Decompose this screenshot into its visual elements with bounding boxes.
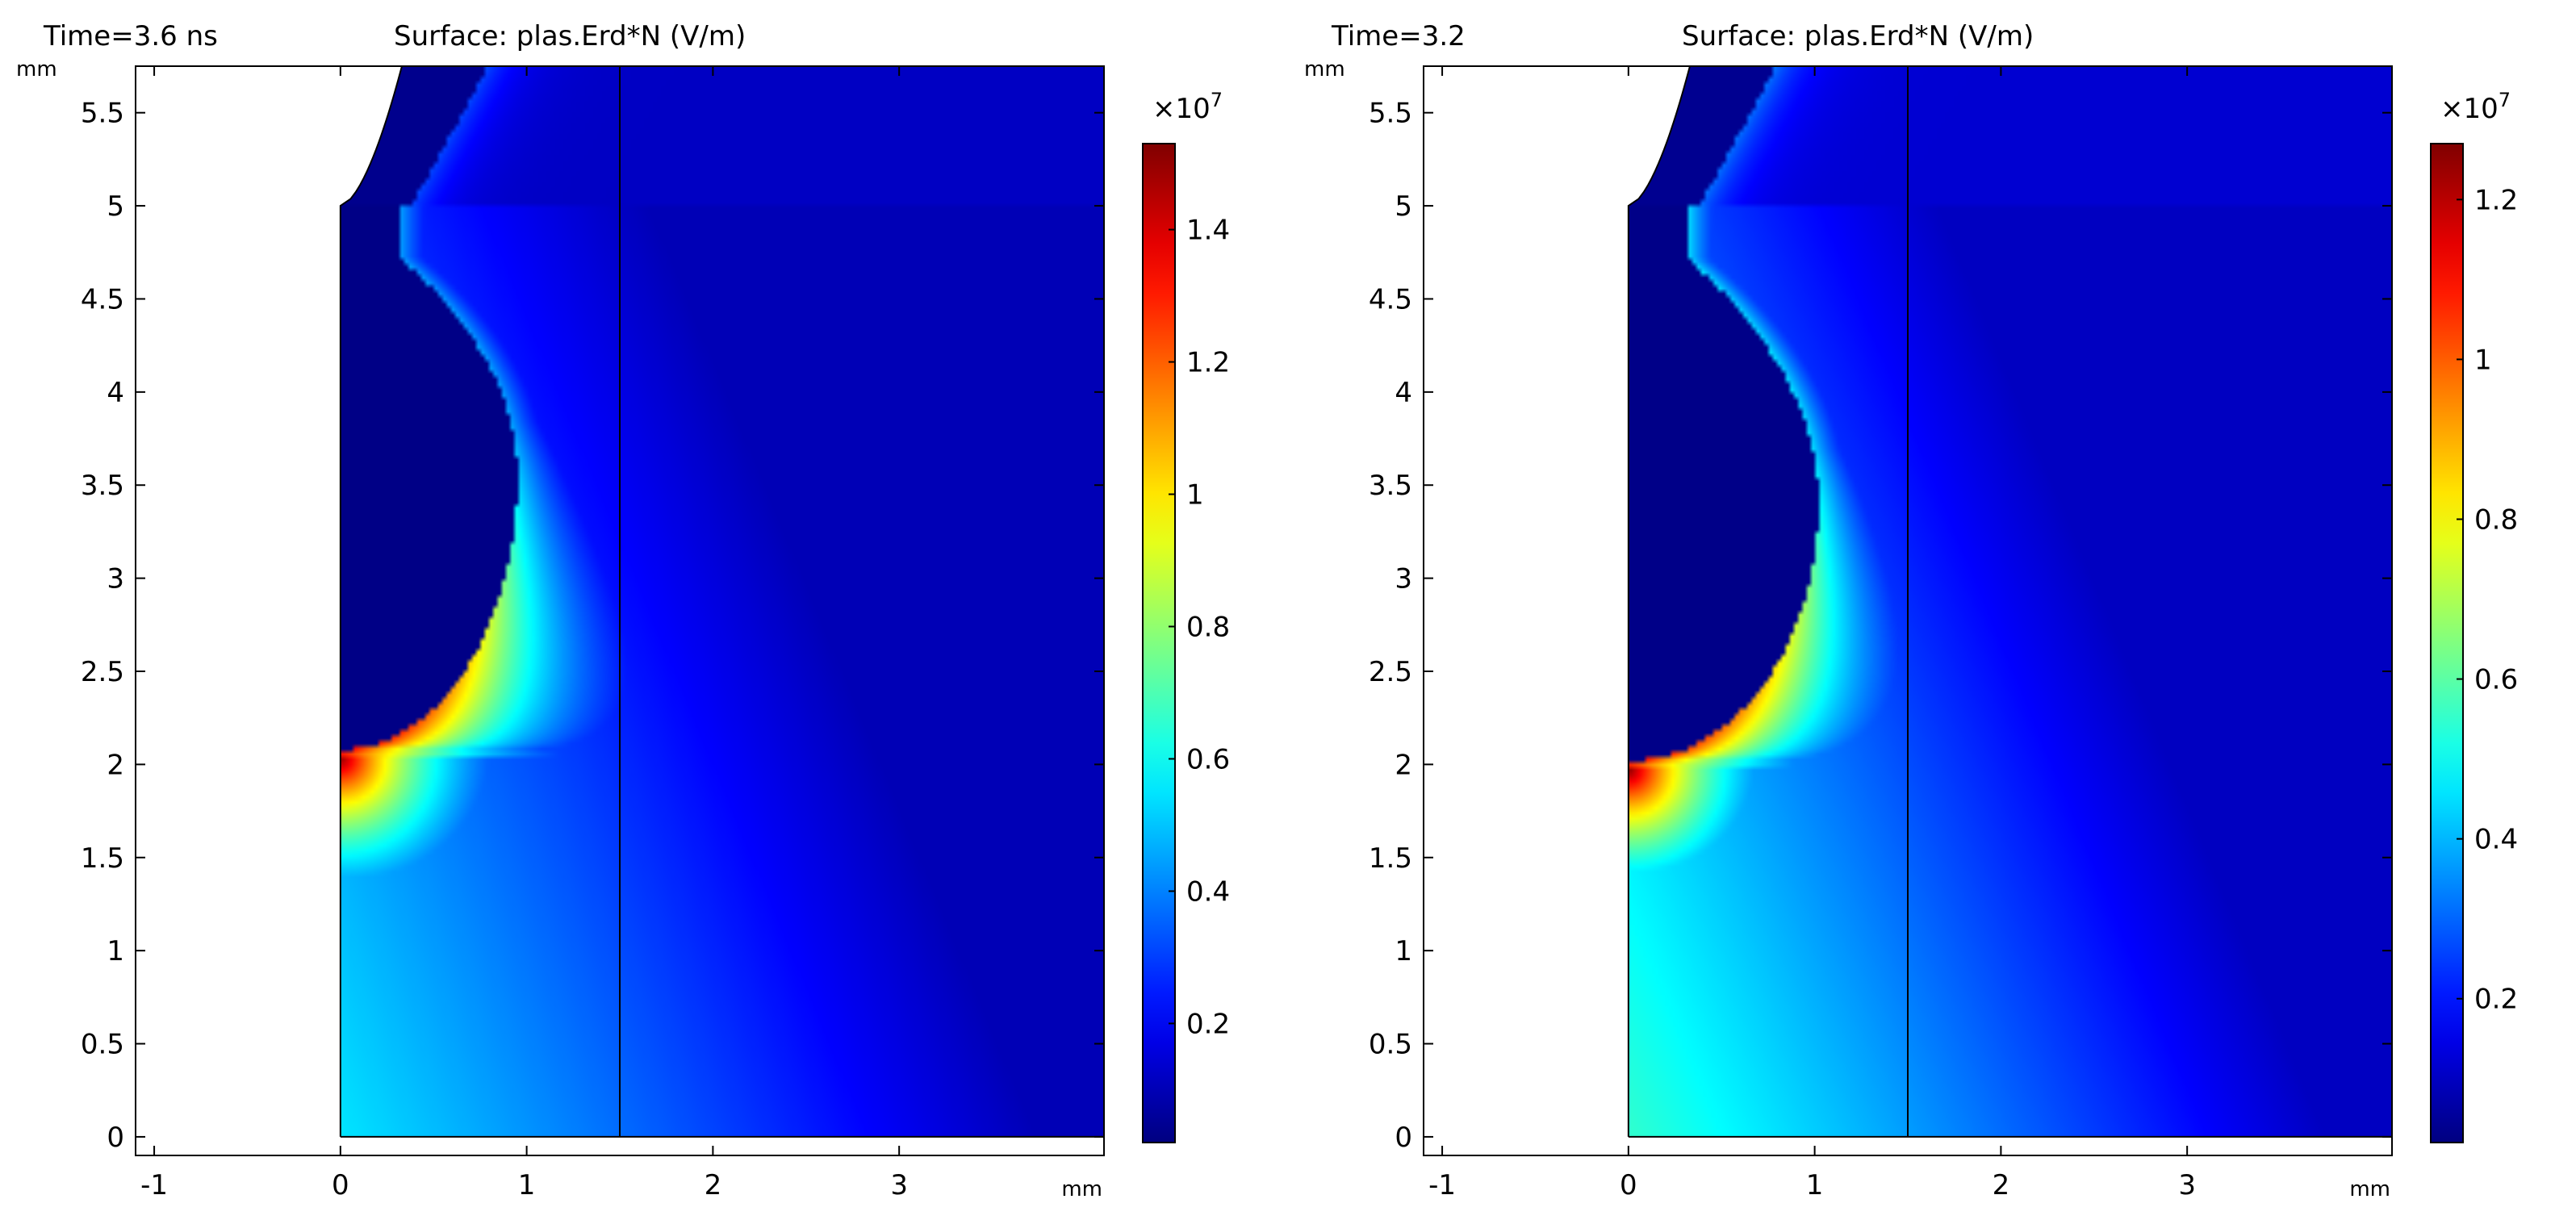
colorbar [1142,143,1176,1143]
y-tick-label: 5.5 [81,98,124,130]
y-tick-label: 5 [1395,190,1412,223]
y-tick-label: 1 [1395,935,1412,967]
y-tick-label: 3 [107,563,124,595]
plot-surface-title: Surface: plas.Erd*N (V/m) [1682,20,2034,52]
y-tick-label: 2 [1395,749,1412,781]
y-tick-label: 3.5 [1369,470,1412,502]
colorbar-tick-label: 0.4 [2474,824,2518,856]
y-tick-label: 3 [1395,563,1412,595]
colorbar-tick-label: 0.8 [2474,503,2518,536]
colorbar-tick-label: 0.4 [1186,875,1230,908]
y-tick-label: 2 [107,749,124,781]
x-tick-label: 1 [518,1169,536,1201]
y-tick-label: 2.5 [1369,656,1412,688]
colorbar-tick-label: 1 [2474,344,2492,376]
colorbar-multiplier-exponent: 7 [1211,89,1223,111]
y-tick-label: 1 [107,935,124,967]
surface-plot: Time=3.2 Surface: plas.Erd*N (V/m) mm 0 0.5 1… [1304,20,2518,1201]
plot-surface-title: Surface: plas.Erd*N (V/m) [394,20,746,52]
x-axis-unit: mm [2349,1177,2390,1201]
y-axis-unit: mm [1304,57,1345,81]
axes-frame [1423,65,2393,1156]
colorbar-tick-label: 1.2 [1186,347,1230,379]
colorbar-tick-label: 1.4 [1186,215,1230,247]
colorbar-tick-label: 0.6 [1186,743,1230,775]
x-tick-label: -1 [140,1169,168,1201]
y-tick-label: 4.5 [1369,283,1412,315]
colorbar-tick-label: 1 [1186,479,1204,512]
electrode-outline [1627,65,1691,1137]
plot-time-title: Time=3.2 [1331,20,1466,52]
y-tick-label: 1.5 [1369,842,1412,875]
colorbar-tick-label: 0.2 [1186,1008,1230,1040]
x-tick-label: 2 [1993,1169,2010,1201]
x-tick-label: 2 [705,1169,722,1201]
x-tick-label: -1 [1428,1169,1456,1201]
y-tick-label: 1.5 [81,842,124,875]
colorbar-multiplier-base: ×10 [2440,93,2499,125]
x-tick-label: 0 [332,1169,349,1201]
y-tick-label: 4 [1395,377,1412,409]
colorbar-tick-label: 0.8 [1186,612,1230,644]
y-tick-label: 0.5 [81,1029,124,1061]
electrode-outline [339,65,403,1137]
axes-frame [135,65,1105,1156]
y-tick-label: 5.5 [1369,98,1412,130]
field-plot-panel: Time=3.6 ns Surface: plas.Erd*N (V/m) mm 0 0… [16,20,1230,1201]
y-tick-label: 0.5 [1369,1029,1412,1061]
y-axis-unit: mm [16,57,57,81]
y-tick-label: 4 [107,377,124,409]
x-tick-label: 0 [1620,1169,1637,1201]
colorbar-multiplier: ×107 [2440,89,2511,125]
field-heatmap [1628,66,2392,1137]
surface-plot: Time=3.6 ns Surface: plas.Erd*N (V/m) mm 0 0… [16,20,1230,1201]
colorbar-tick-label: 0.2 [2474,984,2518,1016]
y-tick-label: 0 [107,1122,124,1154]
y-tick-label: 2.5 [81,656,124,688]
y-tick-label: 4.5 [81,283,124,315]
colorbar-tick-label: 0.6 [2474,664,2518,696]
plot-time-title: Time=3.6 ns [43,20,218,52]
x-axis-unit: mm [1061,1177,1102,1201]
field-heatmap [340,66,1104,1137]
y-tick-label: 5 [107,190,124,223]
y-tick-label: 0 [1395,1122,1412,1154]
colorbar-multiplier-exponent: 7 [2499,89,2511,111]
x-tick-label: 1 [1806,1169,1824,1201]
colorbar-multiplier: ×107 [1152,89,1223,125]
colorbar [2430,143,2464,1143]
colorbar-multiplier-base: ×10 [1152,93,1211,125]
field-plot-panel: Time=3.2 Surface: plas.Erd*N (V/m) mm 0 0.5 1… [1288,0,2576,1220]
colorbar-tick-label: 1.2 [2474,184,2518,216]
x-tick-label: 3 [2178,1169,2196,1201]
x-tick-label: 3 [890,1169,908,1201]
y-tick-label: 3.5 [81,470,124,502]
